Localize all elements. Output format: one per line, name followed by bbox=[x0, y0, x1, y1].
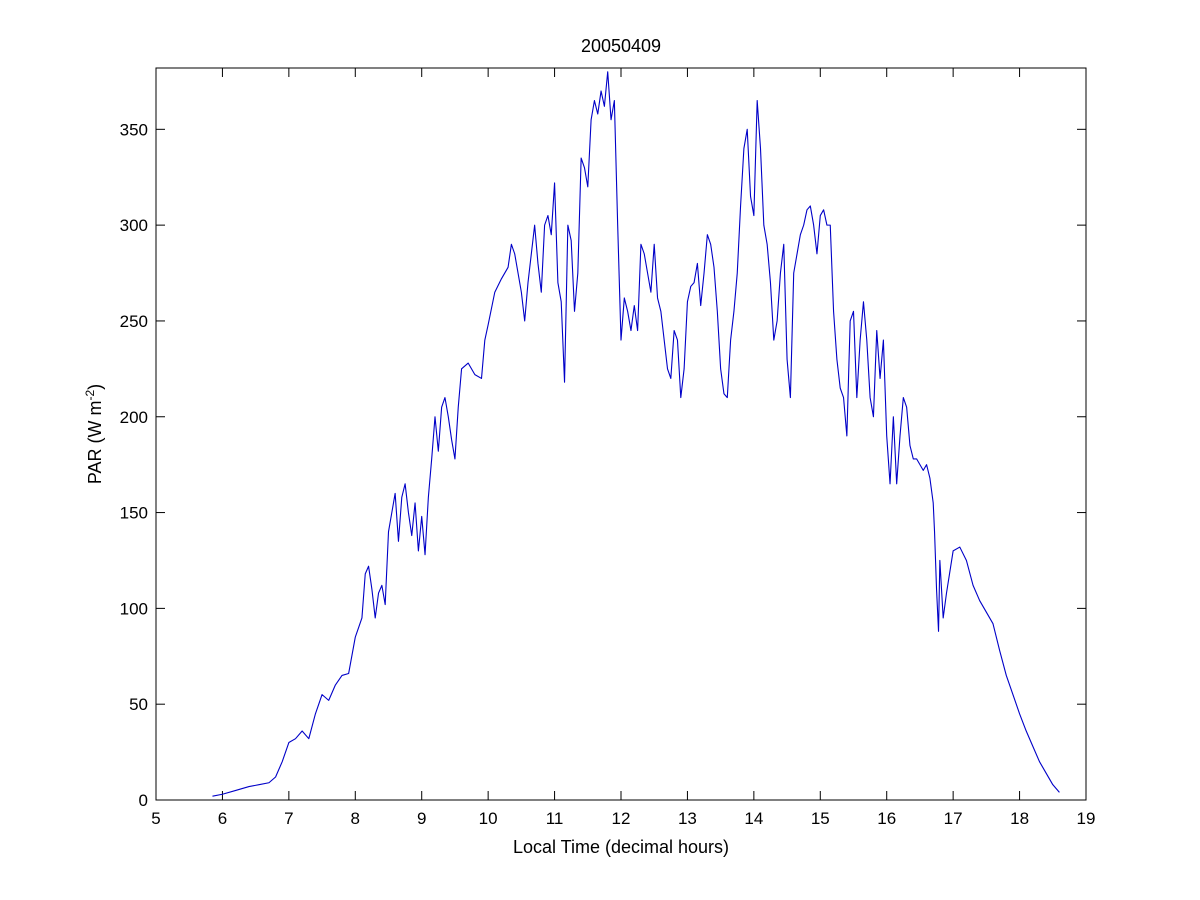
x-tick-label: 12 bbox=[612, 809, 631, 828]
y-axis-label-main: PAR (W m bbox=[85, 401, 105, 485]
x-tick-label: 13 bbox=[678, 809, 697, 828]
y-axis-label-superscript: -2 bbox=[83, 390, 97, 401]
x-tick-label: 19 bbox=[1077, 809, 1096, 828]
x-tick-label: 8 bbox=[351, 809, 360, 828]
y-axis-ticks: 0 50 100 150 200 250 300 350 bbox=[120, 120, 1086, 810]
x-tick-label: 7 bbox=[284, 809, 293, 828]
y-tick-label: 250 bbox=[120, 312, 148, 331]
y-tick-label: 100 bbox=[120, 599, 148, 618]
x-tick-label: 14 bbox=[744, 809, 763, 828]
chart-title: 20050409 bbox=[581, 36, 661, 56]
x-tick-label: 11 bbox=[546, 809, 564, 828]
x-tick-label: 6 bbox=[218, 809, 227, 828]
y-tick-label: 300 bbox=[120, 216, 148, 235]
y-tick-label: 350 bbox=[120, 120, 148, 139]
y-axis-label-close: ) bbox=[85, 384, 105, 390]
x-tick-label: 17 bbox=[944, 809, 963, 828]
y-tick-label: 0 bbox=[139, 791, 148, 810]
x-axis-ticks: 5 6 7 8 9 10 11 12 13 14 15 16 17 18 19 bbox=[151, 68, 1095, 828]
x-axis-label: Local Time (decimal hours) bbox=[513, 837, 729, 857]
x-tick-label: 10 bbox=[479, 809, 498, 828]
plot-area bbox=[155, 67, 1087, 801]
y-tick-label: 50 bbox=[129, 695, 148, 714]
x-tick-label: 18 bbox=[1010, 809, 1029, 828]
y-tick-label: 150 bbox=[120, 504, 148, 523]
x-tick-label: 15 bbox=[811, 809, 830, 828]
x-tick-label: 5 bbox=[151, 809, 160, 828]
y-axis-label: PAR (W m-2) bbox=[83, 384, 105, 484]
y-tick-label: 200 bbox=[120, 408, 148, 427]
series-line-par bbox=[212, 71, 1060, 797]
x-tick-label: 16 bbox=[877, 809, 896, 828]
x-tick-label: 9 bbox=[417, 809, 426, 828]
